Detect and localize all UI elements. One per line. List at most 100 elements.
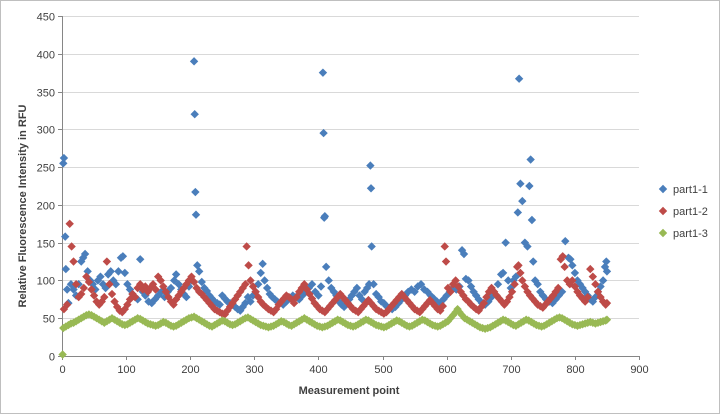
data-point-part1-1 [324, 276, 333, 285]
data-point-part1-1 [61, 232, 70, 241]
data-point-part1-2 [87, 285, 96, 294]
legend-label: part1-2 [673, 206, 708, 218]
data-point-part1-2 [543, 297, 553, 306]
data-point-part1-2 [575, 291, 585, 300]
data-point-part1-1 [602, 257, 611, 266]
data-point-part1-1 [246, 297, 255, 306]
data-point-part1-1 [602, 267, 612, 276]
legend: part1-1 part1-2 part1-3 [658, 184, 708, 240]
data-point-part1-2 [441, 257, 451, 266]
data-point-part1-1 [61, 264, 71, 274]
data-point-part1-1 [526, 155, 535, 164]
data-point-part1-2 [518, 276, 527, 285]
data-point-part1-1 [307, 280, 317, 289]
data-point-part1-1 [215, 300, 224, 309]
data-point-part1-1 [262, 283, 272, 293]
data-point-part1-1 [533, 280, 542, 289]
data-point-part1-2 [100, 292, 109, 302]
y-tick-label: 400 [37, 50, 55, 62]
data-point-part1-2 [82, 272, 91, 281]
data-point-part1-1 [501, 238, 510, 247]
data-point-part1-2 [583, 292, 592, 302]
data-point-part1-1 [367, 242, 376, 251]
data-point-part1-2 [548, 291, 558, 300]
data-point-part1-1 [316, 282, 326, 291]
data-point-part1-2 [573, 287, 582, 296]
data-point-part1-1 [83, 267, 92, 276]
data-point-part1-1 [529, 257, 538, 266]
data-point-part1-1 [189, 57, 199, 66]
data-point-part1-2 [438, 301, 448, 311]
y-tick-label: 300 [37, 125, 55, 137]
data-point-part1-2 [130, 292, 140, 302]
data-point-part1-1 [197, 277, 206, 287]
data-point-part1-2 [220, 310, 230, 319]
data-point-part1-1 [260, 276, 269, 285]
data-point-part1-1 [527, 215, 537, 225]
legend-marker-part1-1 [658, 184, 668, 194]
data-point-part1-1 [561, 236, 570, 246]
data-point-part1-2 [538, 303, 548, 312]
data-point-part1-1 [416, 280, 426, 289]
data-point-part1-2 [97, 297, 106, 306]
data-point-part1-2 [105, 280, 114, 289]
data-point-part1-1 [598, 276, 608, 285]
data-point-part1-2 [560, 262, 569, 272]
data-point-part1-2 [77, 289, 86, 299]
data-point-part1-1 [525, 181, 534, 191]
data-point-part1-2 [151, 285, 160, 294]
data-point-part1-2 [241, 280, 250, 289]
series-part1-1 [59, 57, 612, 315]
data-point-part1-1 [319, 128, 328, 138]
x-tick-label: 600 [438, 364, 456, 376]
x-tick-label: 700 [502, 364, 520, 376]
data-point-part1-1 [514, 74, 524, 83]
legend-label: part1-3 [673, 228, 708, 240]
data-point-part1-1 [59, 153, 69, 163]
data-point-part1-1 [513, 208, 523, 217]
y-tick-label: 100 [37, 276, 55, 288]
x-axis-title: Measurement point [299, 385, 400, 397]
data-point-part1-1 [518, 196, 527, 206]
legend-label: part1-1 [673, 184, 708, 196]
data-point-part1-2 [192, 283, 201, 293]
data-point-part1-2 [541, 300, 550, 309]
data-point-part1-2 [580, 297, 590, 306]
x-tick-label: 100 [117, 364, 135, 376]
data-point-part1-2 [586, 264, 595, 274]
data-point-part1-1 [580, 287, 590, 296]
data-point-part1-3 [58, 350, 67, 359]
y-tick-label: 50 [43, 314, 55, 326]
data-point-part1-1 [538, 291, 548, 300]
data-point-part1-2 [514, 261, 523, 270]
data-point-part1-2 [238, 283, 247, 293]
data-point-part1-1 [586, 295, 595, 304]
data-point-part1-2 [107, 289, 117, 299]
data-point-part1-2 [102, 257, 112, 266]
data-point-part1-1 [114, 267, 123, 276]
data-point-part1-1 [369, 280, 378, 289]
data-point-part1-1 [118, 252, 128, 261]
x-tick-label: 0 [59, 364, 65, 376]
series-part1-3 [58, 304, 612, 359]
legend-marker-part1-2 [658, 206, 668, 216]
data-point-part1-1 [578, 283, 587, 293]
data-point-part1-1 [62, 285, 72, 294]
data-point-part1-1 [573, 276, 582, 285]
axes: 0 50 100 150 200 250 300 350 400 450 0 100 200 300 400… [37, 12, 649, 377]
data-point-part1-3 [602, 315, 612, 324]
data-point-part1-1 [548, 298, 557, 308]
data-point-part1-2 [62, 300, 72, 309]
data-point-part1-2 [588, 272, 598, 281]
data-point-part1-1 [80, 249, 90, 259]
data-point-part1-1 [171, 270, 181, 279]
data-points [58, 57, 612, 359]
y-tick-label: 450 [37, 12, 55, 24]
data-point-part1-2 [189, 277, 199, 287]
data-point-part1-1 [166, 283, 176, 293]
data-point-part1-1 [498, 268, 508, 278]
data-point-part1-1 [523, 242, 532, 251]
legend-item-part1-1: part1-1 [658, 184, 708, 196]
data-point-part1-2 [89, 291, 99, 300]
